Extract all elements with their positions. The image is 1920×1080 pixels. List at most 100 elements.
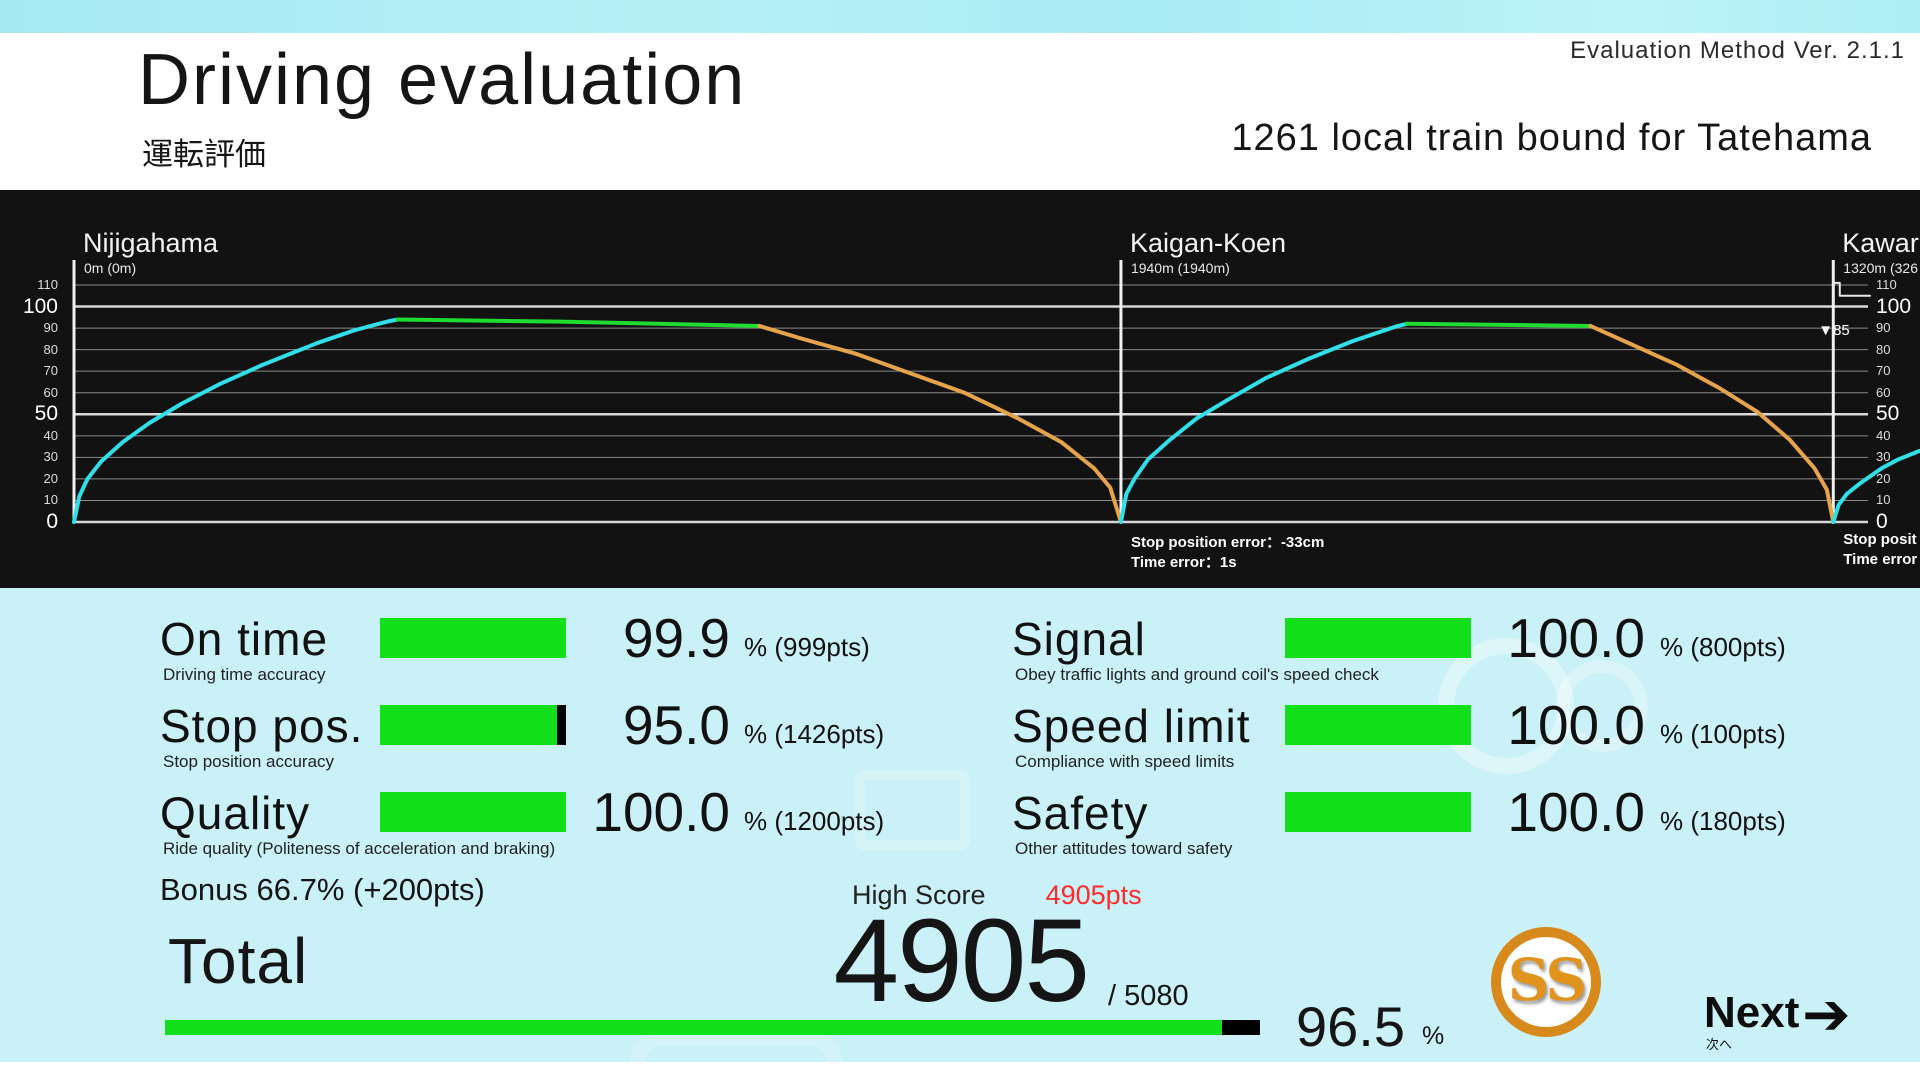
speed-profile-svg xyxy=(72,260,1920,524)
next-button-label: Next xyxy=(1704,988,1800,1037)
high-score-value: 4905pts xyxy=(1045,880,1142,910)
train-service-label: 1261 local train bound for Tatehama xyxy=(1231,117,1872,159)
y-axis-tick-right: 40 xyxy=(1876,427,1891,443)
score-description: Other attitudes toward safety xyxy=(1015,839,1233,858)
score-description: Ride quality (Politeness of acceleration… xyxy=(163,839,556,858)
score-description: Stop position accuracy xyxy=(163,752,335,771)
y-axis-tick-right: 100 xyxy=(1876,294,1912,318)
y-axis-tick-left: 20 xyxy=(43,470,58,486)
station-distance: 1320m (326 xyxy=(1843,260,1918,276)
score-description: Compliance with speed limits xyxy=(1015,752,1235,771)
stop-result-note: Stop position error：-33cm xyxy=(1130,534,1325,551)
y-axis-tick-left: 60 xyxy=(43,384,58,400)
score-bar xyxy=(1285,792,1471,832)
score-label: Stop pos. xyxy=(160,700,364,752)
y-axis-tick-right: 20 xyxy=(1876,470,1891,486)
speed-profile-chart: 0 0 10 10 20 20 30 30 40 40 50 50 60 60 70 70 80 80 90 90 10… xyxy=(0,190,1920,588)
score-row: On time Driving time accuracy 99.9 % (999pt… xyxy=(0,607,1920,700)
y-axis-tick-right: 10 xyxy=(1876,492,1891,508)
total-score-max: / 5080 xyxy=(1108,980,1189,1012)
y-axis-tick-left: 90 xyxy=(43,320,58,336)
score-bar xyxy=(380,705,566,745)
score-points: % (180pts) xyxy=(1660,806,1786,836)
y-axis-tick-left: 10 xyxy=(43,492,58,508)
score-row: Signal Obey traffic lights and ground coi… xyxy=(0,607,1920,700)
score-label: On time xyxy=(160,613,329,665)
score-value: 100.0 xyxy=(1507,694,1645,756)
speed-curve-cruising xyxy=(1404,321,1593,328)
score-value: 100.0 xyxy=(592,781,730,843)
page-subtitle-japanese: 運転評価 xyxy=(142,137,266,172)
score-description: Obey traffic lights and ground coil's sp… xyxy=(1015,665,1379,684)
score-label: Signal xyxy=(1012,613,1146,665)
score-value: 100.0 xyxy=(1507,607,1645,669)
score-bar-fill xyxy=(1285,618,1471,658)
score-value: 100.0 xyxy=(1507,781,1645,843)
score-bar-fill xyxy=(380,792,566,832)
y-axis-tick-right: 90 xyxy=(1876,320,1891,336)
score-points: % (999pts) xyxy=(744,632,870,662)
score-row: Stop pos. Stop position accuracy 95.0 % (14… xyxy=(0,694,1920,787)
speed-curve-cruising xyxy=(395,317,762,328)
y-axis-tick-right: 30 xyxy=(1876,449,1891,465)
high-score: High Score 4905pts xyxy=(852,880,1142,911)
speed-limit-step-line xyxy=(1832,281,1871,297)
y-axis-tick-right: 70 xyxy=(1876,363,1891,379)
station-distance: 1940m (1940m) xyxy=(1130,260,1230,276)
station-name: Kawar xyxy=(1842,228,1919,258)
score-label: Quality xyxy=(160,787,311,839)
score-label: Safety xyxy=(1012,787,1149,839)
bottom-strip xyxy=(0,1062,1920,1080)
y-axis-tick-left: 110 xyxy=(37,277,58,292)
total-percent-unit: % xyxy=(1422,1022,1445,1050)
speed-curve-accelerating xyxy=(1118,321,1409,524)
score-points: % (800pts) xyxy=(1660,632,1786,662)
y-axis-tick-left: 50 xyxy=(34,402,58,426)
total-progress-fill xyxy=(165,1020,1223,1035)
total-score-value: 4905 xyxy=(833,895,1090,1027)
y-axis-tick-right: 50 xyxy=(1876,402,1900,426)
stop-result-note: Time error xyxy=(1843,551,1918,568)
top-strip xyxy=(0,0,1920,33)
y-axis-tick-left: 70 xyxy=(43,363,58,379)
y-axis-tick-left: 0 xyxy=(46,510,58,533)
score-row: Speed limit Compliance with speed limits 1… xyxy=(0,694,1920,787)
stop-result-note: Time error：1s xyxy=(1130,554,1237,571)
score-bar xyxy=(1285,618,1471,658)
station-distance: 0m (0m) xyxy=(84,260,137,276)
bonus-label: Bonus 66.7% (+200pts) xyxy=(160,872,485,907)
score-points: % (100pts) xyxy=(1660,719,1786,749)
score-value: 99.9 xyxy=(622,607,730,669)
rank-badge: SS xyxy=(1491,927,1601,1037)
speed-curve-braking xyxy=(1588,323,1836,524)
evaluation-version-label: Evaluation Method Ver. 2.1.1 xyxy=(1570,37,1905,64)
score-bar xyxy=(380,618,566,658)
rank-text: SS xyxy=(1507,946,1587,1014)
speed-curve-braking xyxy=(757,323,1123,524)
page-title: Driving evaluation xyxy=(138,40,747,120)
y-axis-tick-right: 60 xyxy=(1876,384,1891,400)
total-progress-bar xyxy=(165,1020,1260,1035)
header: Driving evaluation 運転評価 Evaluation Metho… xyxy=(0,33,1920,190)
score-bar-fill xyxy=(1285,705,1471,745)
score-bar-fill xyxy=(380,705,557,745)
score-points: % (1426pts) xyxy=(744,719,885,749)
score-description: Driving time accuracy xyxy=(163,665,326,684)
score-row: Safety Other attitudes toward safety 100.0… xyxy=(0,781,1920,874)
speed-limit-marker: ▼85 xyxy=(1818,322,1850,340)
next-button[interactable]: Next ➔ 次へ xyxy=(1700,982,1890,1054)
score-bar xyxy=(380,792,566,832)
score-bar-fill xyxy=(1285,792,1471,832)
score-points: % (1200pts) xyxy=(744,806,885,836)
total-percent-value: 96.5 xyxy=(1296,995,1405,1058)
next-button-sub-japanese: 次へ xyxy=(1706,1037,1733,1052)
stop-result-note: Stop posit xyxy=(1843,531,1917,548)
score-value: 95.0 xyxy=(622,694,730,756)
station-name: Nijigahama xyxy=(83,228,219,258)
score-row: Quality Ride quality (Politeness of accel… xyxy=(0,781,1920,874)
y-axis-tick-right: 80 xyxy=(1876,341,1891,357)
y-axis-tick-left: 100 xyxy=(22,294,58,318)
speed-curve-accelerating xyxy=(1831,448,1920,524)
score-label: Speed limit xyxy=(1012,700,1251,752)
